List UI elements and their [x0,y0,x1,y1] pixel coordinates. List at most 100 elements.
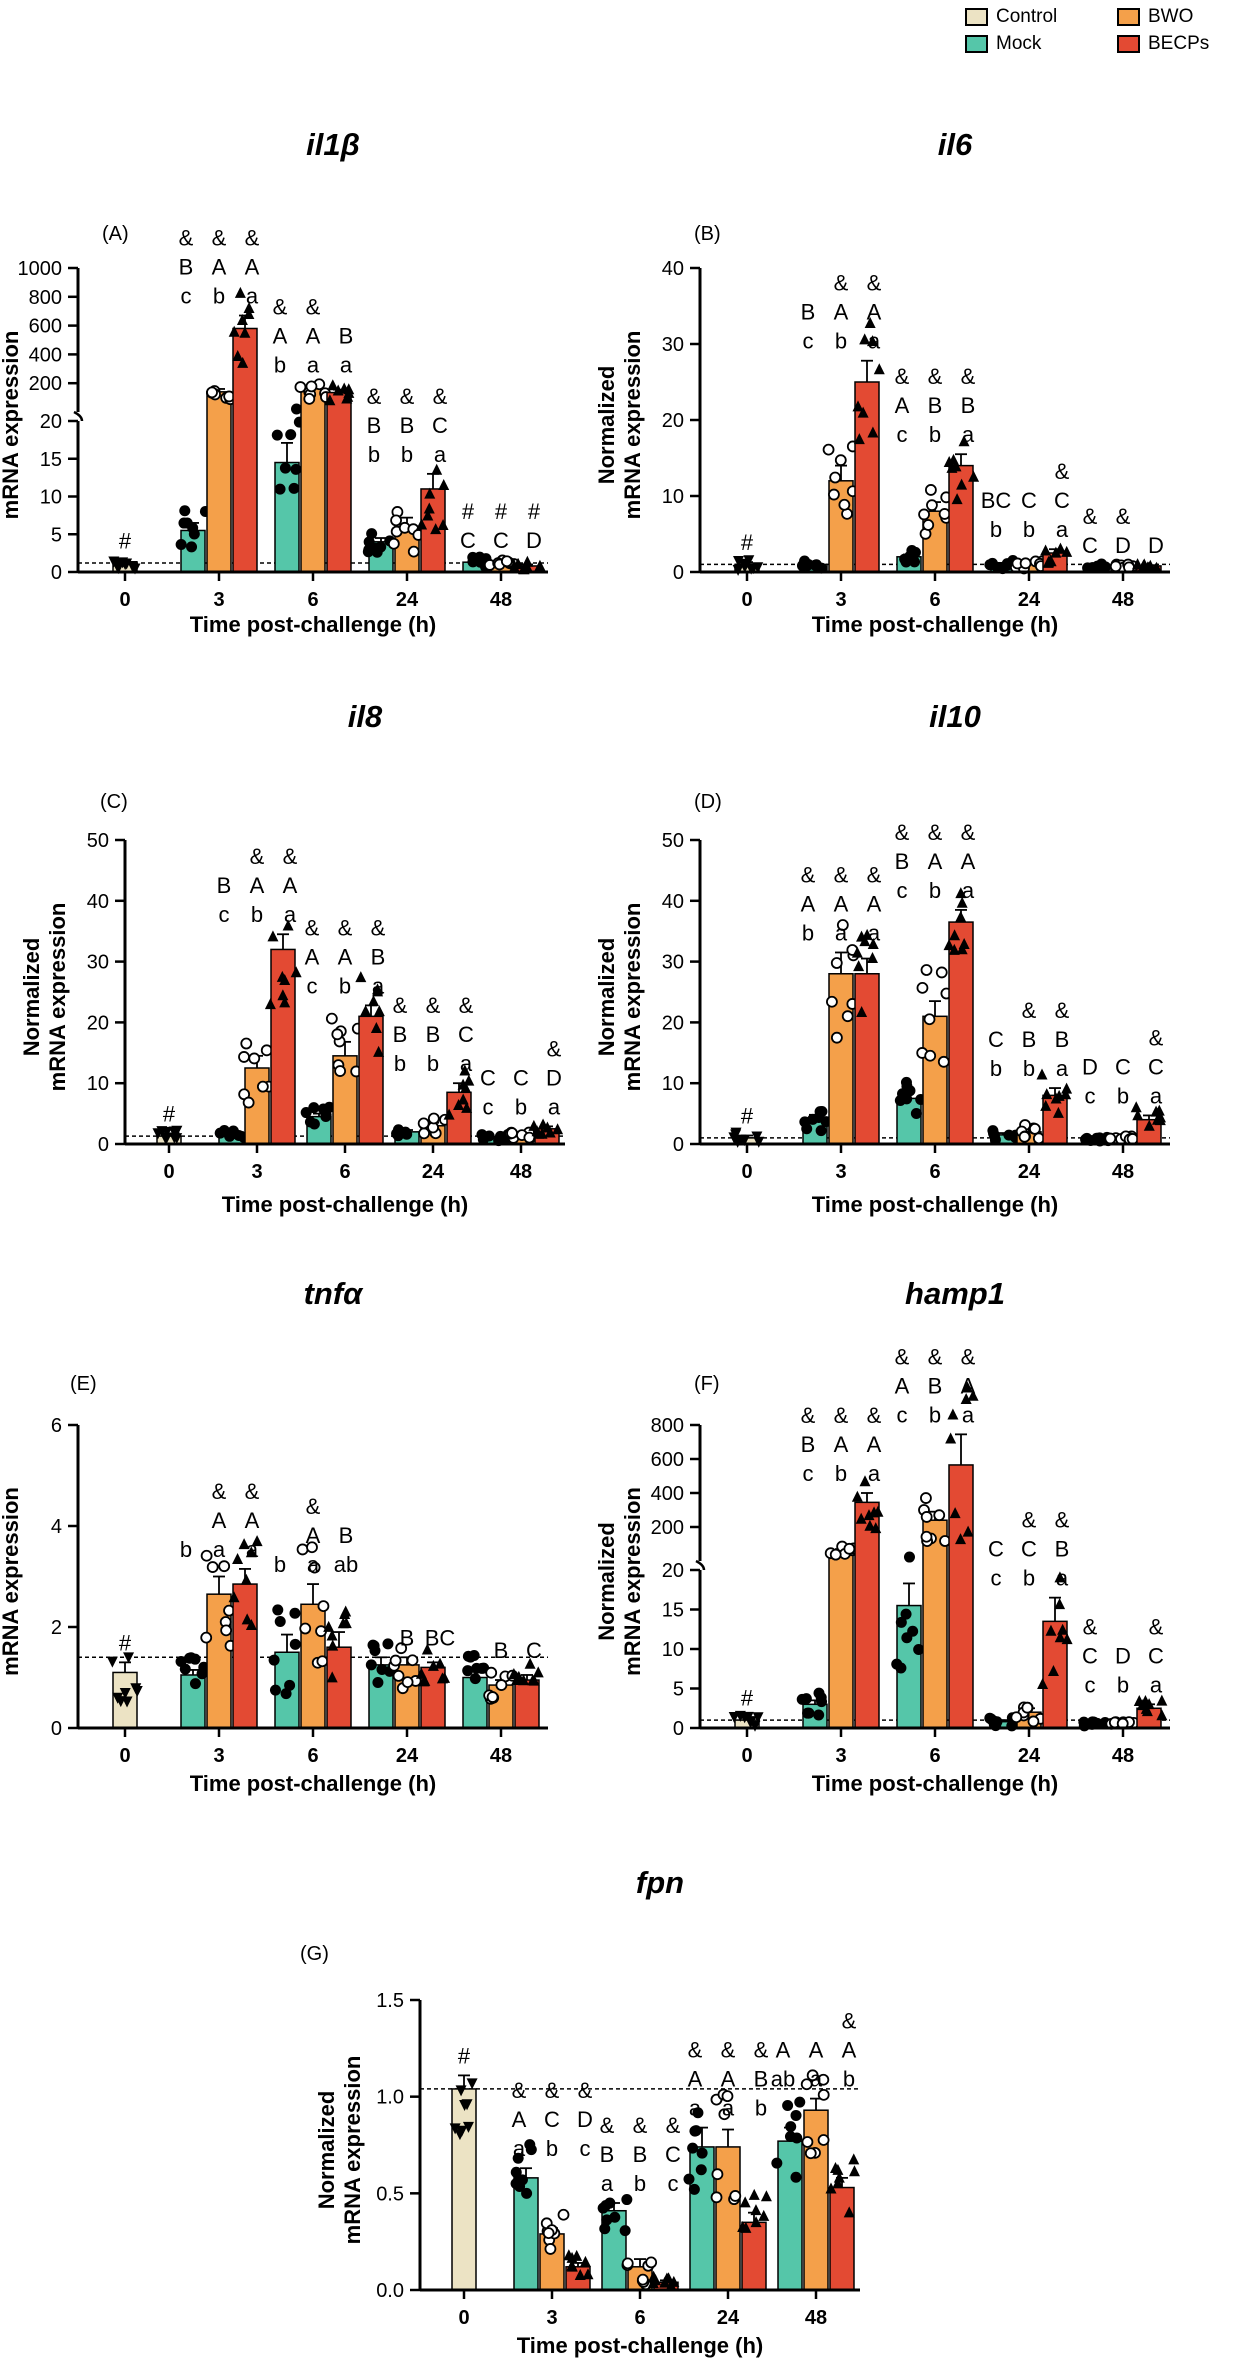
data-point [926,499,938,512]
data-point [387,537,400,550]
data-point [870,1522,882,1534]
y-axis-label-line2: mRNA expression [620,331,645,520]
data-point [232,350,244,362]
data-point [533,1127,545,1139]
x-tick-label: 48 [510,1161,532,1183]
y-axis-label-line1: Normalized [19,938,44,1057]
y-axis-label-line1: Normalized [314,2091,339,2210]
data-point [599,2223,611,2235]
data-point [943,939,955,951]
data-point [160,1134,172,1146]
data-point [424,487,436,499]
stat-annotation: a [962,422,975,447]
y-tick-label: 1.5 [376,1990,404,2012]
data-point [290,966,302,978]
stat-annotation: B [393,1022,408,1047]
legend-swatch-control [965,8,988,26]
data-point [459,2100,471,2112]
y-tick-label: 0.5 [376,2183,404,2205]
data-point [947,1408,959,1420]
data-point [1045,1624,1057,1636]
y-tick-label: 20 [40,411,62,433]
stat-annotation: C [1148,1054,1164,1079]
chart-title: il6 [938,127,973,162]
stat-annotation: & [400,384,415,409]
stat-annotation: C [460,528,476,553]
data-point [277,989,289,1001]
data-point [1156,1709,1168,1721]
bar-bwo-3h [206,1593,232,1729]
data-point [372,983,384,995]
data-point [794,2096,806,2108]
bar-becps-48h [829,2186,855,2291]
stat-annotation: & [179,226,194,251]
data-point [785,2121,797,2133]
stat-annotation: b [339,973,351,998]
stat-annotation: a [1150,1672,1163,1697]
stat-annotation: B [400,1625,415,1650]
y-tick-label: 10 [40,487,62,509]
data-point [419,1674,431,1686]
data-point [1109,560,1122,573]
x-tick-label: 48 [1112,1161,1134,1183]
data-point [922,519,935,531]
data-point [285,429,297,441]
data-point [532,1666,544,1678]
data-point [239,326,251,338]
stat-annotation: & [306,1494,321,1519]
y-axis-label-line1: Normalized [594,938,619,1057]
data-point [938,508,951,520]
stat-annotation: & [212,1479,227,1504]
data-point [200,1631,213,1644]
data-point [325,1012,338,1025]
data-point [289,1607,301,1619]
stat-annotation: a [513,2136,526,2161]
data-point [282,919,294,931]
stat-annotation: D [577,2107,593,2132]
stat-annotation: b [929,878,941,903]
stat-annotation: B [217,873,232,898]
stat-annotation: b [1023,1056,1035,1081]
stat-annotation: C [1021,1537,1037,1562]
data-point [272,1604,284,1616]
data-point [752,1712,764,1724]
stat-annotation: b [1023,1566,1035,1591]
stat-annotation: b [274,1552,286,1577]
stat-annotation: A [338,944,353,969]
stat-annotation: ab [334,1552,358,1577]
data-point [326,1629,338,1641]
x-tick-label: 6 [307,1745,318,1767]
data-point [462,1665,474,1677]
data-point [294,381,307,393]
stat-annotation: b [368,442,380,467]
bar-becps-3h [854,1501,880,1729]
x-tick-label: 6 [634,2307,645,2329]
data-point [601,2214,613,2226]
legend-item-mock: Mock [965,33,1041,55]
data-point [168,1126,180,1138]
data-point [828,488,840,501]
data-point [947,453,959,465]
data-point [951,493,963,505]
data-point [161,1126,173,1138]
data-point [289,1638,301,1650]
data-point [955,1533,967,1545]
y-tick-label: 20 [662,410,684,432]
bar-mock-48h [462,1676,488,1729]
data-point [245,1618,257,1630]
stat-annotation: B [339,1523,354,1548]
bar-bwo-3h [206,391,232,573]
data-point [891,1658,903,1670]
data-point [1041,1088,1053,1100]
data-point [527,1674,539,1686]
stat-annotation: c [803,329,814,354]
chart-panel-6: hamp1(F)#&Bc&Ab&Aa&Ac&Bb&AaCc&Cb&Ba&CcDb… [594,1276,1170,1796]
x-tick-label: 0 [119,589,130,611]
data-point [566,2251,578,2263]
data-point [1104,1132,1117,1145]
data-point [1132,1109,1144,1121]
panel-label: (B) [694,223,721,245]
data-point [636,2273,649,2286]
data-point [817,2073,830,2086]
